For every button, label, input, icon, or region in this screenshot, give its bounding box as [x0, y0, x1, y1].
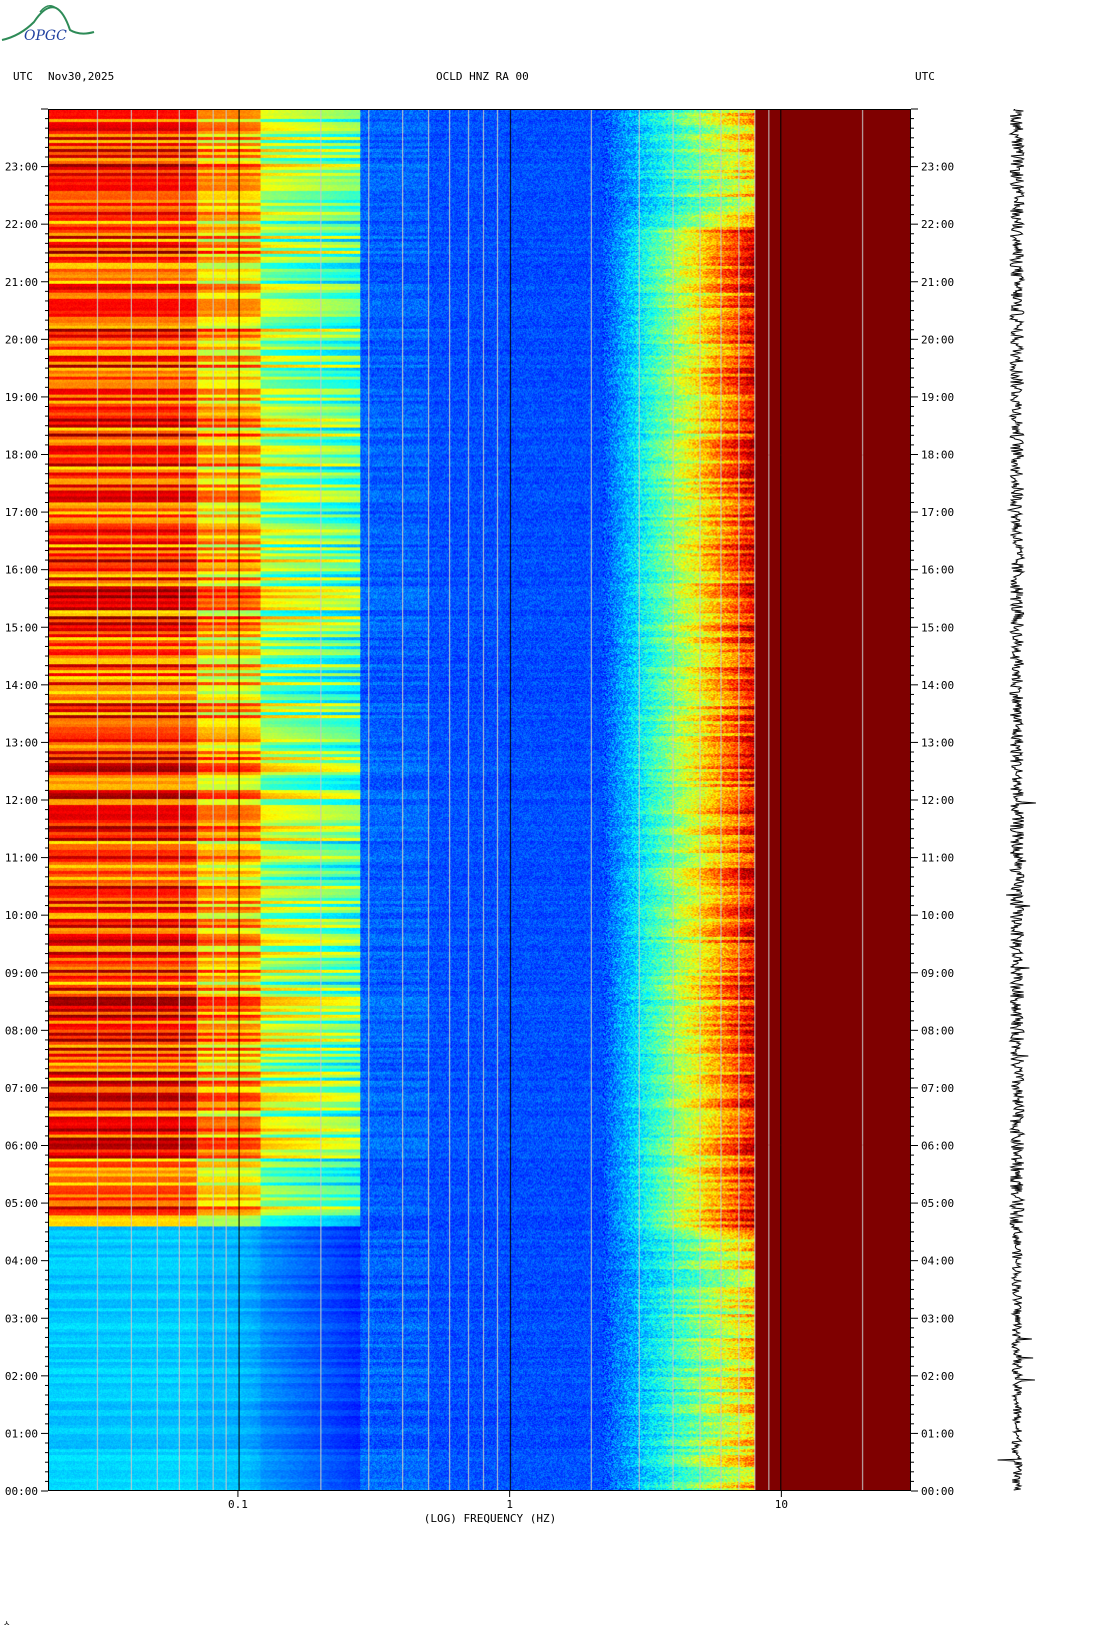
right-time-tick-label: 15:00: [921, 621, 954, 634]
left-time-tick-label: 05:00: [5, 1197, 38, 1210]
right-time-tick-label: 06:00: [921, 1140, 954, 1153]
left-time-tick-label: 23:00: [5, 161, 38, 174]
left-time-axis: 00:00 01:00 02:00 03:00 04:00 05:00 06:00 07:00…: [5, 108, 48, 1498]
left-time-tick-label: 06:00: [5, 1140, 38, 1153]
frequency-axis-title: (LOG) FREQUENCY (HZ): [424, 1512, 556, 1525]
left-time-tick-label: 18:00: [5, 449, 38, 462]
header-left-timezone: UTC: [13, 70, 33, 83]
right-time-tick-label: 12:00: [921, 794, 954, 807]
right-time-tick-label: 10:00: [921, 909, 954, 922]
left-time-tick-label: 07:00: [5, 1082, 38, 1095]
header-date: Nov30,2025: [48, 70, 115, 83]
left-time-tick-label: 17:00: [5, 506, 38, 519]
left-time-tick-label: 20:00: [5, 333, 38, 346]
right-time-tick-label: 21:00: [921, 276, 954, 289]
footer-mark: ㅅ: [3, 1619, 11, 1628]
left-time-tick-label: 21:00: [5, 276, 38, 289]
right-time-tick-label: 05:00: [921, 1197, 954, 1210]
logo-text: OPGC: [24, 28, 67, 44]
right-time-tick-label: 16:00: [921, 564, 954, 577]
right-time-axis: 00:00 01:00 02:00 03:00 04:00 05:00 06:00 07:00…: [911, 108, 954, 1498]
left-time-tick-label: 00:00: [5, 1485, 38, 1498]
right-time-tick-label: 09:00: [921, 967, 954, 980]
left-time-tick-label: 13:00: [5, 736, 38, 749]
left-time-tick-label: 16:00: [5, 564, 38, 577]
right-time-tick-label: 20:00: [921, 333, 954, 346]
left-time-tick-label: 02:00: [5, 1370, 38, 1383]
right-time-tick-label: 00:00: [921, 1485, 954, 1498]
left-time-tick-label: 08:00: [5, 1024, 38, 1037]
right-time-tick-label: 13:00: [921, 736, 954, 749]
right-time-tick-label: 22:00: [921, 218, 954, 231]
frequency-tick-label: 10: [775, 1498, 788, 1511]
left-time-tick-label: 04:00: [5, 1255, 38, 1268]
right-time-tick-label: 14:00: [921, 679, 954, 692]
left-time-tick-label: 22:00: [5, 218, 38, 231]
left-time-tick-label: 10:00: [5, 909, 38, 922]
right-time-tick-label: 04:00: [921, 1255, 954, 1268]
left-time-tick-label: 09:00: [5, 967, 38, 980]
left-time-tick-label: 19:00: [5, 391, 38, 404]
right-time-tick-label: 11:00: [921, 852, 954, 865]
right-time-tick-label: 19:00: [921, 391, 954, 404]
left-time-tick-label: 01:00: [5, 1427, 38, 1440]
seismogram-trace: [997, 109, 1036, 1491]
frequency-axis: 0.1 1 10: [228, 1491, 788, 1511]
right-time-tick-label: 03:00: [921, 1312, 954, 1325]
opgc-logo-icon: OPGC: [1, 5, 95, 44]
left-time-tick-label: 12:00: [5, 794, 38, 807]
right-time-tick-label: 07:00: [921, 1082, 954, 1095]
left-time-tick-label: 14:00: [5, 679, 38, 692]
left-time-tick-label: 03:00: [5, 1312, 38, 1325]
header-station: OCLD HNZ RA 00: [436, 70, 529, 83]
left-time-tick-label: 11:00: [5, 852, 38, 865]
header-right-timezone: UTC: [915, 70, 935, 83]
right-time-tick-label: 08:00: [921, 1024, 954, 1037]
frequency-tick-label: 0.1: [228, 1498, 248, 1511]
spectrogram-plot: [48, 109, 911, 1491]
right-time-tick-label: 01:00: [921, 1427, 954, 1440]
right-time-tick-label: 18:00: [921, 449, 954, 462]
spectrogram-heatmap: [49, 110, 910, 1490]
right-time-tick-label: 17:00: [921, 506, 954, 519]
right-time-tick-label: 02:00: [921, 1370, 954, 1383]
left-time-tick-label: 15:00: [5, 621, 38, 634]
right-time-tick-label: 23:00: [921, 161, 954, 174]
frequency-tick-label: 1: [506, 1498, 513, 1511]
